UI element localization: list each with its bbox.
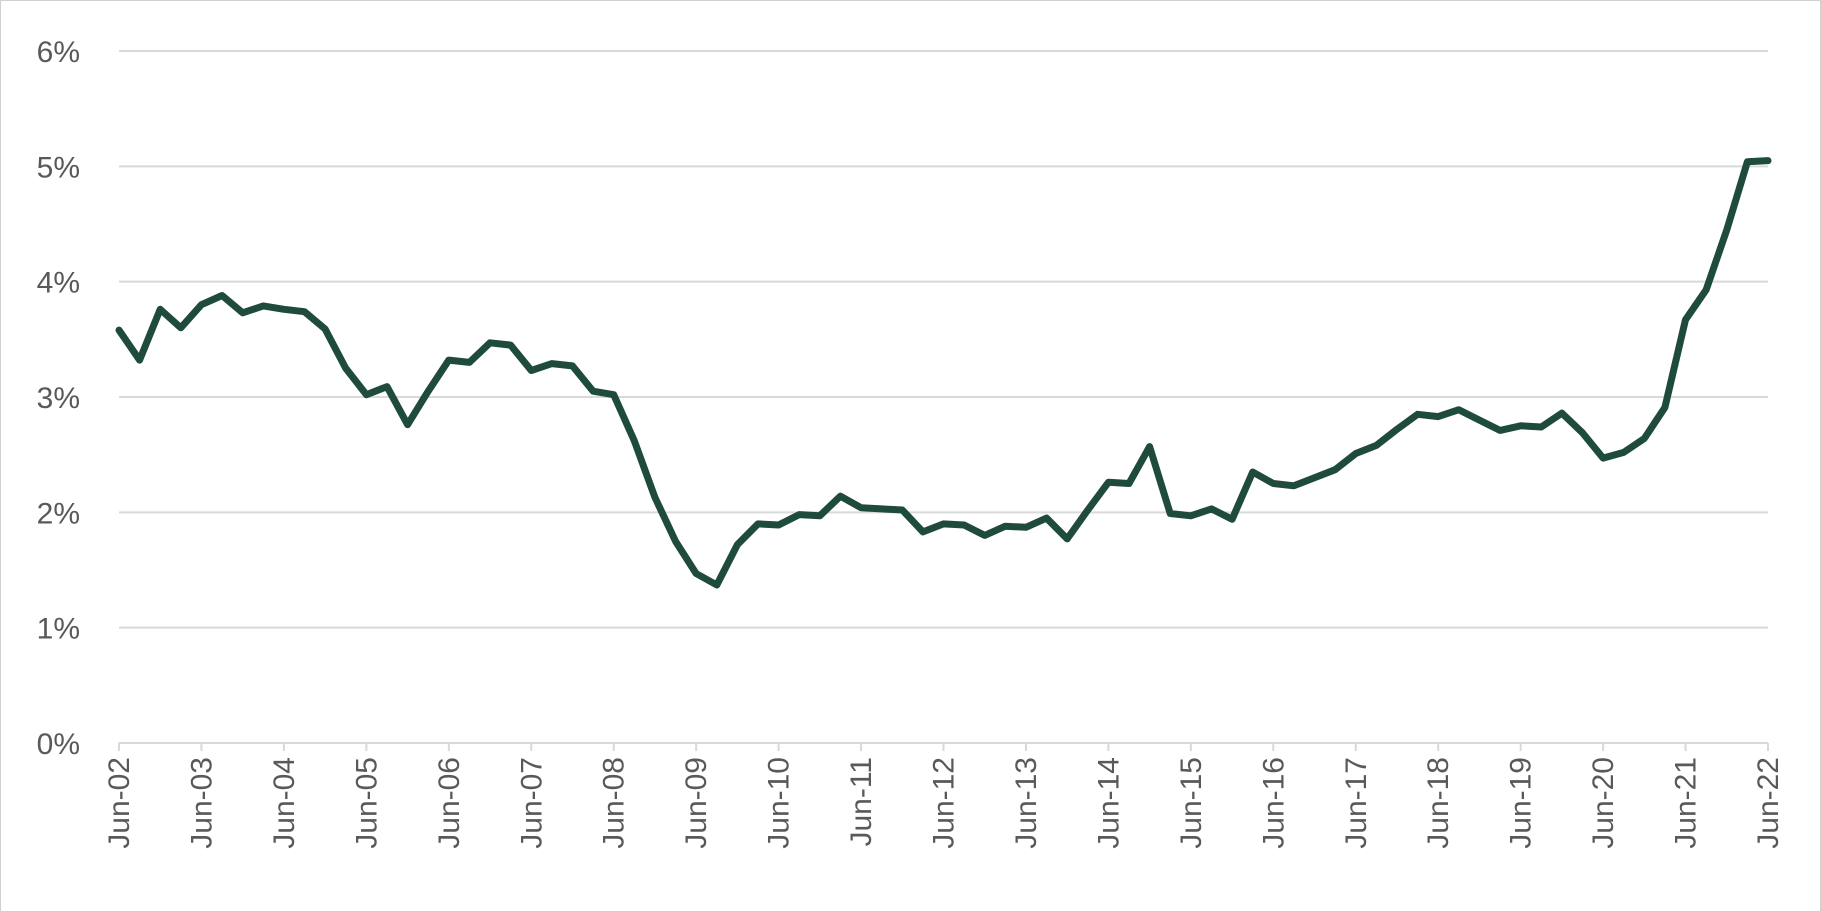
x-tick-label: Jun-05: [350, 757, 383, 849]
y-tick-label: 4%: [37, 267, 80, 300]
series-line: [115, 157, 1772, 589]
x-axis-tick-labels: Jun-02 Jun-03 Jun-04 Jun-05 Jun-06 Jun-07 Jun-…: [103, 757, 1785, 849]
x-tick-label: Jun-22: [1752, 757, 1785, 849]
x-tick-label: Jun-19: [1505, 757, 1538, 849]
x-tick-label: Jun-08: [598, 757, 631, 849]
x-tick-label: Jun-20: [1587, 757, 1620, 849]
y-tick-label: 3%: [37, 382, 80, 415]
series-group: [115, 157, 1772, 589]
gridlines: [119, 50, 1768, 629]
y-tick-label: 1%: [37, 613, 80, 646]
x-tick-label: Jun-09: [680, 757, 713, 849]
x-tick-label: Jun-18: [1422, 757, 1455, 849]
x-tick-label: Jun-13: [1010, 757, 1043, 849]
x-tick-label: Jun-15: [1175, 757, 1208, 849]
x-tick-label: Jun-07: [515, 757, 548, 849]
x-tick-label: Jun-21: [1670, 757, 1703, 849]
y-tick-label: 6%: [37, 36, 80, 69]
x-tick-label: Jun-17: [1340, 757, 1373, 849]
x-tick-label: Jun-16: [1257, 757, 1290, 849]
x-tick-label: Jun-02: [103, 757, 136, 849]
x-tick-label: Jun-14: [1092, 757, 1125, 849]
x-axis: [118, 742, 1769, 751]
x-tick-label: Jun-06: [433, 757, 466, 849]
y-tick-label: 5%: [37, 151, 80, 184]
x-tick-label: Jun-10: [763, 757, 796, 849]
x-tick-label: Jun-12: [928, 757, 961, 849]
x-tick-label: Jun-03: [185, 757, 218, 849]
y-tick-label: 2%: [37, 497, 80, 530]
x-tick-label: Jun-11: [845, 757, 878, 847]
y-axis-tick-labels: 0% 1% 2% 3% 4% 5% 6%: [37, 36, 80, 761]
y-tick-label: 0%: [37, 728, 80, 761]
x-tick-label: Jun-04: [268, 757, 301, 849]
